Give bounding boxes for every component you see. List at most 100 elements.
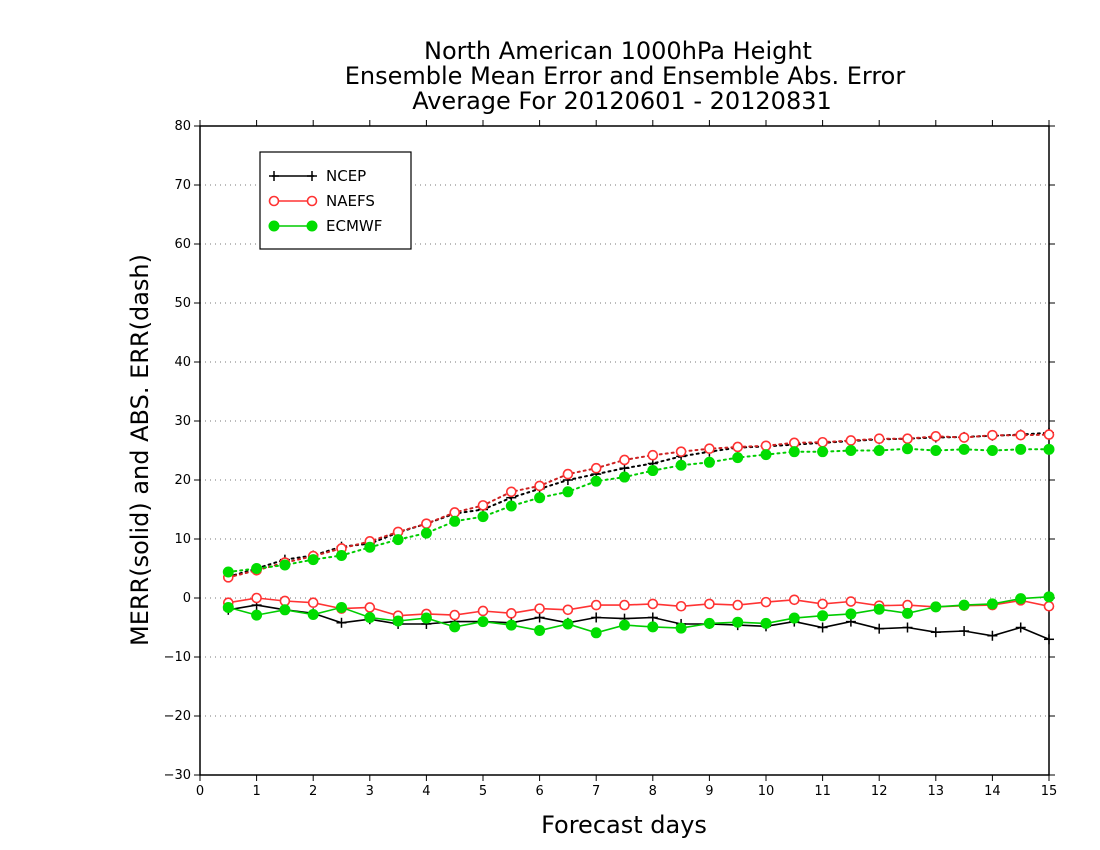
ecmwf-merr-line bbox=[228, 596, 1050, 634]
ecmwf-merr-point bbox=[477, 616, 489, 628]
legend-marker-ecmwf bbox=[306, 220, 318, 232]
naefs-merr-point bbox=[760, 596, 772, 608]
ecmwf-merr-point bbox=[307, 609, 319, 621]
x-tick-label: 6 bbox=[535, 784, 543, 799]
ncep-merr-point bbox=[987, 630, 998, 641]
legend-marker-ncep bbox=[269, 171, 279, 181]
naefs-abs-err-point bbox=[562, 468, 574, 480]
ecmwf-merr-point bbox=[902, 607, 913, 619]
y-axis-ticks: −30 −20 −10 0 10 20 30 40 50 60 70 80 bbox=[164, 119, 1055, 783]
x-tick-label: 4 bbox=[422, 784, 430, 799]
ecmwf-merr-point bbox=[788, 612, 800, 624]
naefs-abs-err-line bbox=[227, 433, 1050, 579]
x-tick-label: 3 bbox=[366, 784, 374, 799]
naefs-abs-err-point bbox=[788, 437, 800, 449]
y-tick-label: 10 bbox=[174, 532, 191, 547]
ecmwf-merr-point bbox=[732, 616, 744, 628]
ecmwf-abs-err-point bbox=[732, 452, 744, 464]
ecmwf-merr-point bbox=[505, 619, 517, 631]
legend-marker-naefs bbox=[306, 195, 318, 207]
ecmwf-abs-err-point bbox=[703, 456, 715, 468]
ecmwf-abs-err-point bbox=[986, 445, 998, 456]
x-tick-label: 12 bbox=[871, 784, 888, 799]
ecmwf-merr-point bbox=[279, 604, 291, 616]
naefs-merr-point bbox=[505, 608, 517, 619]
ecmwf-merr-point bbox=[449, 621, 461, 633]
series-ecmwf bbox=[222, 443, 1055, 639]
ecmwf-merr-point bbox=[590, 627, 602, 639]
legend-marker-ncep bbox=[307, 171, 317, 181]
title-line-2: Ensemble Mean Error and Ensemble Abs. Er… bbox=[345, 62, 906, 90]
naefs-abs-err-point bbox=[1043, 429, 1055, 440]
y-tick-label: −10 bbox=[164, 650, 191, 665]
naefs-abs-err-point bbox=[930, 431, 942, 442]
title-line-1: North American 1000hPa Height bbox=[424, 37, 812, 65]
naefs-merr-point bbox=[364, 602, 376, 613]
ecmwf-merr-point bbox=[420, 612, 432, 624]
ecmwf-abs-err-point bbox=[307, 554, 319, 566]
ncep-merr-point bbox=[647, 612, 658, 623]
x-tick-label: 7 bbox=[592, 784, 600, 799]
legend-label-ecmwf: ECMWF bbox=[326, 217, 382, 235]
ecmwf-abs-err-point bbox=[675, 459, 687, 471]
ecmwf-merr-point bbox=[1015, 593, 1027, 605]
naefs-merr-point bbox=[279, 595, 291, 607]
naefs-merr-point bbox=[534, 603, 545, 614]
legend-label-ncep: NCEP bbox=[326, 167, 366, 185]
naefs-merr-point bbox=[675, 600, 687, 612]
ecmwf-merr-point bbox=[364, 611, 376, 623]
naefs-merr-point bbox=[307, 597, 319, 609]
naefs-abs-err-point bbox=[449, 507, 461, 518]
y-tick-label: 20 bbox=[174, 473, 191, 488]
ecmwf-abs-err-point bbox=[279, 559, 291, 571]
ecmwf-abs-err-point bbox=[420, 527, 432, 539]
legend-label-naefs: NAEFS bbox=[326, 192, 375, 210]
ecmwf-abs-err-point bbox=[449, 515, 461, 527]
naefs-merr-point bbox=[732, 599, 744, 611]
ecmwf-merr-point bbox=[703, 617, 715, 629]
ecmwf-abs-err-point bbox=[1043, 443, 1055, 455]
naefs-abs-err-point bbox=[987, 429, 998, 441]
ncep-abs-err-line bbox=[227, 431, 1050, 578]
ecmwf-abs-err-point bbox=[336, 550, 347, 562]
chart-title: North American 1000hPa Height Ensemble M… bbox=[345, 37, 906, 115]
ncep-merr-point bbox=[874, 623, 885, 634]
x-tick-label: 15 bbox=[1041, 784, 1058, 799]
naefs-merr-point bbox=[251, 592, 262, 604]
naefs-merr-point bbox=[845, 596, 857, 607]
naefs-merr-point bbox=[788, 594, 800, 606]
legend-item-ncep: NCEP bbox=[269, 167, 366, 185]
ecmwf-abs-err-point bbox=[222, 566, 234, 578]
naefs-merr-point bbox=[647, 598, 659, 610]
ecmwf-abs-err-point bbox=[817, 446, 829, 458]
ncep-merr-point bbox=[1044, 634, 1054, 645]
series-layer bbox=[222, 427, 1055, 645]
x-tick-label: 1 bbox=[252, 784, 260, 799]
naefs-merr-point bbox=[449, 609, 461, 621]
naefs-abs-err-point bbox=[619, 454, 630, 466]
title-line-3: Average For 20120601 - 20120831 bbox=[412, 87, 832, 115]
naefs-abs-err-point bbox=[732, 441, 744, 453]
ecmwf-merr-point bbox=[1043, 591, 1055, 603]
naefs-abs-err-point bbox=[647, 449, 659, 461]
y-tick-label: 50 bbox=[174, 296, 191, 311]
ecmwf-merr-point bbox=[336, 601, 347, 613]
y-tick-label: 40 bbox=[174, 355, 191, 370]
x-axis-ticks: 0 1 2 3 4 5 6 7 8 9 10 11 12 13 14 15 bbox=[196, 120, 1057, 799]
naefs-abs-err-point bbox=[675, 446, 687, 457]
ecmwf-abs-err-point bbox=[562, 486, 574, 498]
x-tick-label: 13 bbox=[928, 784, 945, 799]
ecmwf-abs-err-point bbox=[845, 445, 857, 456]
naefs-merr-point bbox=[619, 599, 630, 611]
x-tick-label: 11 bbox=[814, 784, 831, 799]
naefs-merr-point bbox=[562, 604, 574, 616]
y-tick-label: 80 bbox=[174, 119, 191, 134]
ncep-merr-point bbox=[1015, 622, 1026, 633]
ecmwf-abs-err-point bbox=[251, 563, 263, 574]
ncep-merr-point bbox=[817, 622, 828, 633]
legend-item-naefs: NAEFS bbox=[268, 192, 375, 210]
naefs-merr-point bbox=[590, 599, 602, 611]
legend-item-ecmwf: ECMWF bbox=[268, 217, 382, 235]
x-tick-label: 2 bbox=[309, 784, 317, 799]
